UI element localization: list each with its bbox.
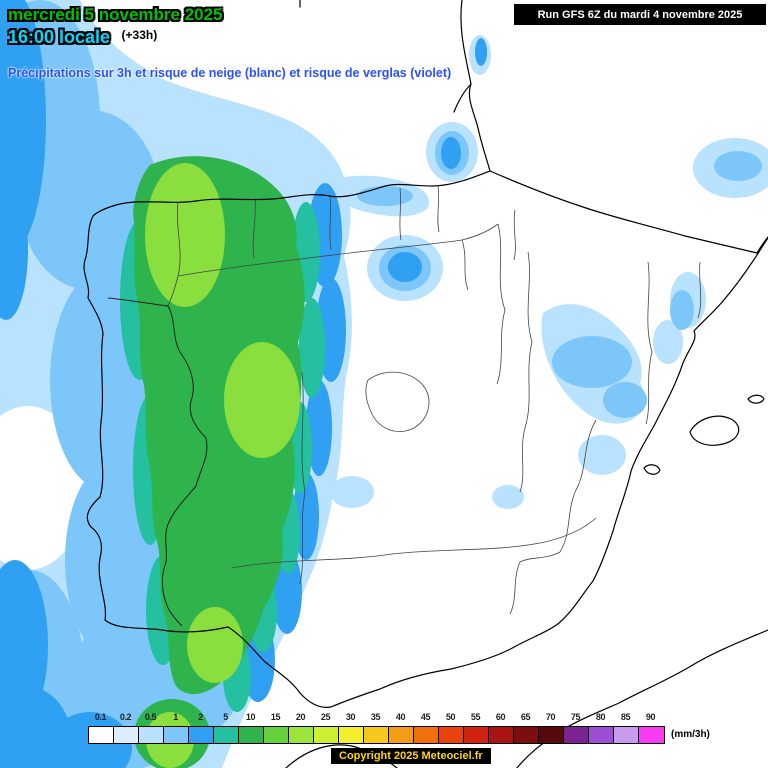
legend-cell	[539, 727, 564, 743]
legend-cell	[514, 727, 539, 743]
legend-tick-label: 10	[245, 712, 256, 722]
legend-tick-label: 55	[470, 712, 481, 722]
legend-cell	[189, 727, 214, 743]
legend-cell	[139, 727, 164, 743]
time-row: 16:00 locale (+33h)	[8, 27, 157, 48]
legend-tick-label: 65	[520, 712, 531, 722]
forecast-offset-label: (+33h)	[121, 28, 158, 42]
legend-tick-label: 35	[370, 712, 381, 722]
legend-tick-label: 45	[420, 712, 431, 722]
legend-tick-label: 60	[495, 712, 506, 722]
legend-tick-label: 20	[295, 712, 306, 722]
legend-color-scale	[88, 726, 665, 744]
legend-cell	[239, 727, 264, 743]
legend-cell	[114, 727, 139, 743]
legend-tick-label: 80	[595, 712, 606, 722]
legend-cell	[164, 727, 189, 743]
legend-tick-label: 2	[198, 712, 203, 722]
legend-cell	[639, 727, 664, 743]
legend-tick-label: 90	[645, 712, 656, 722]
legend-tick-label: 1	[173, 712, 178, 722]
legend-tick-label: 40	[395, 712, 406, 722]
legend-cell	[614, 727, 639, 743]
legend-cell	[339, 727, 364, 743]
legend-cell	[364, 727, 389, 743]
legend-unit: (mm/3h)	[671, 729, 710, 740]
legend-tick-label: 85	[620, 712, 631, 722]
legend-tick-label: 25	[320, 712, 331, 722]
date-label: mercredi 5 novembre 2025	[8, 5, 223, 24]
legend-tick-label: 0.2	[119, 712, 132, 722]
legend-cell	[589, 727, 614, 743]
legend-tick-label: 50	[445, 712, 456, 722]
legend-tick-label: 5	[223, 712, 228, 722]
legend-cell	[564, 727, 589, 743]
legend-cell	[389, 727, 414, 743]
legend-cell	[289, 727, 314, 743]
legend-tick-label: 30	[345, 712, 356, 722]
legend-tick-label: 0.1	[94, 712, 107, 722]
local-time-label: 16:00 locale	[8, 27, 111, 47]
map-description: Précipitations sur 3h et risque de neige…	[8, 66, 452, 80]
region-borders	[166, 185, 702, 615]
legend-tick-label: 70	[545, 712, 556, 722]
copyright-bar: Copyright 2025 Meteociel.fr	[331, 748, 491, 764]
legend-cell	[314, 727, 339, 743]
legend-cell	[264, 727, 289, 743]
legend-tick-label: 0.5	[144, 712, 157, 722]
legend-cell	[89, 727, 114, 743]
legend-cell	[214, 727, 239, 743]
legend-cell	[439, 727, 464, 743]
model-run-info: Run GFS 6Z du mardi 4 novembre 2025	[514, 4, 766, 25]
legend-cell	[414, 727, 439, 743]
portugal-border	[107, 297, 208, 627]
legend-cell	[464, 727, 489, 743]
legend-tick-labels: 0.1 0.2 0.5 1 2 5 10 15 20 25 30 35 40 45 50 55 60 65 70 75…	[88, 712, 663, 722]
legend-tick-label: 75	[570, 712, 581, 722]
legend-tick-label: 15	[270, 712, 281, 722]
legend-cell	[489, 727, 514, 743]
